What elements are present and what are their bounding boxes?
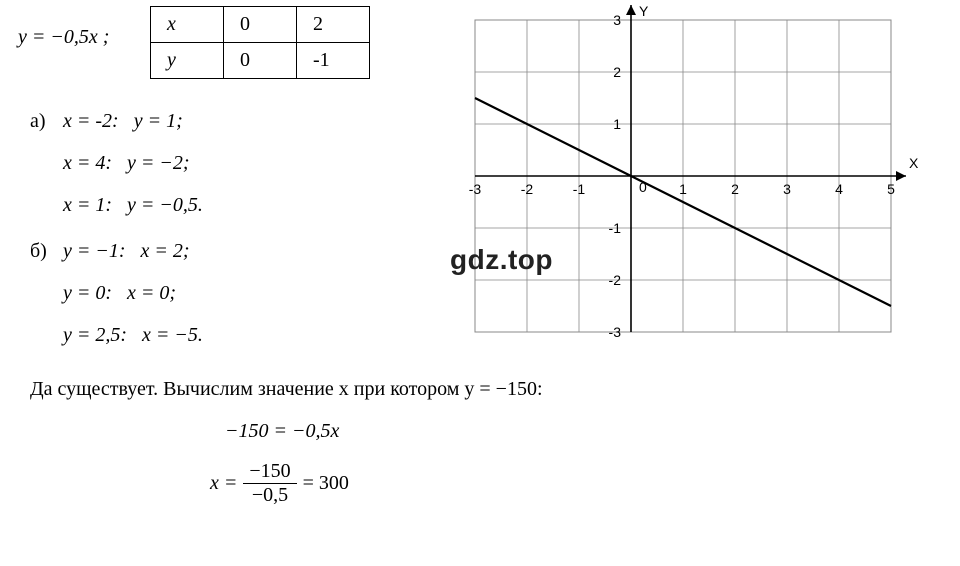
line: а) x = -2: y = 1; — [30, 100, 203, 142]
line-chart: -3-2-112345-3-2-11230XY — [450, 2, 950, 342]
line: x = 1: y = −0,5. — [30, 184, 203, 226]
svg-text:1: 1 — [679, 181, 687, 197]
svg-text:Y: Y — [639, 3, 649, 19]
rhs: x = 2; — [141, 240, 190, 262]
svg-text:-3: -3 — [609, 324, 622, 340]
line: y = 0: x = 0; — [30, 272, 203, 314]
table-row: y 0 -1 — [151, 43, 370, 79]
table-cell: 0 — [224, 7, 297, 43]
bottom-text-content: Да существует. Вычислим значение x при к… — [30, 378, 543, 400]
svg-text:-3: -3 — [469, 181, 482, 197]
section-label: б) — [30, 230, 58, 272]
equation-1: −150 = −0,5x — [225, 420, 339, 443]
section-label: а) — [30, 100, 58, 142]
line: x = 4: y = −2; — [30, 142, 203, 184]
svg-text:-1: -1 — [609, 220, 622, 236]
value-table: x 0 2 y 0 -1 — [150, 6, 370, 79]
lhs: x = 4: — [63, 152, 112, 174]
svg-text:-2: -2 — [609, 272, 622, 288]
page: y = −0,5x ; x 0 2 y 0 -1 а) x = -2: y = … — [0, 0, 960, 566]
table-cell: 2 — [297, 7, 370, 43]
equation-2: x = −150 −0,5 = 300 — [210, 460, 349, 507]
fraction-den: −0,5 — [243, 484, 296, 507]
svg-text:3: 3 — [613, 12, 621, 28]
line: y = 2,5: x = −5. — [30, 314, 203, 356]
table-cell: -1 — [297, 43, 370, 79]
svg-text:5: 5 — [887, 181, 895, 197]
svg-text:-1: -1 — [573, 181, 586, 197]
svg-text:3: 3 — [783, 181, 791, 197]
rhs: y = −2; — [127, 152, 190, 174]
svg-text:-2: -2 — [521, 181, 534, 197]
line: б) y = −1: x = 2; — [30, 230, 203, 272]
table-cell: x — [151, 7, 224, 43]
lhs: y = 0: — [63, 282, 112, 304]
table-row: x 0 2 — [151, 7, 370, 43]
lhs: y = 2,5: — [63, 324, 127, 346]
formula: y = −0,5x ; — [18, 26, 109, 49]
svg-text:2: 2 — [613, 64, 621, 80]
svg-text:4: 4 — [835, 181, 843, 197]
svg-text:1: 1 — [613, 116, 621, 132]
svg-text:2: 2 — [731, 181, 739, 197]
table-cell: y — [151, 43, 224, 79]
bottom-text: Да существует. Вычислим значение x при к… — [30, 378, 543, 401]
rhs: x = 0; — [127, 282, 176, 304]
rhs: y = 1; — [134, 110, 183, 132]
lhs: x = 1: — [63, 194, 112, 216]
eq-lhs: x = — [210, 472, 237, 495]
svg-text:X: X — [909, 155, 919, 171]
lhs: x = -2: — [63, 110, 119, 132]
rhs: x = −5. — [142, 324, 203, 346]
rhs: y = −0,5. — [127, 194, 203, 216]
table-cell: 0 — [224, 43, 297, 79]
eq-rhs: = 300 — [303, 472, 349, 495]
section-b: б) y = −1: x = 2; y = 0: x = 0; y = 2,5:… — [30, 230, 203, 356]
fraction-num: −150 — [243, 460, 296, 484]
lhs: y = −1: — [63, 240, 126, 262]
section-a: а) x = -2: y = 1; x = 4: y = −2; x = 1: … — [30, 100, 203, 226]
watermark: gdz.top — [450, 244, 553, 276]
fraction: −150 −0,5 — [243, 460, 296, 507]
